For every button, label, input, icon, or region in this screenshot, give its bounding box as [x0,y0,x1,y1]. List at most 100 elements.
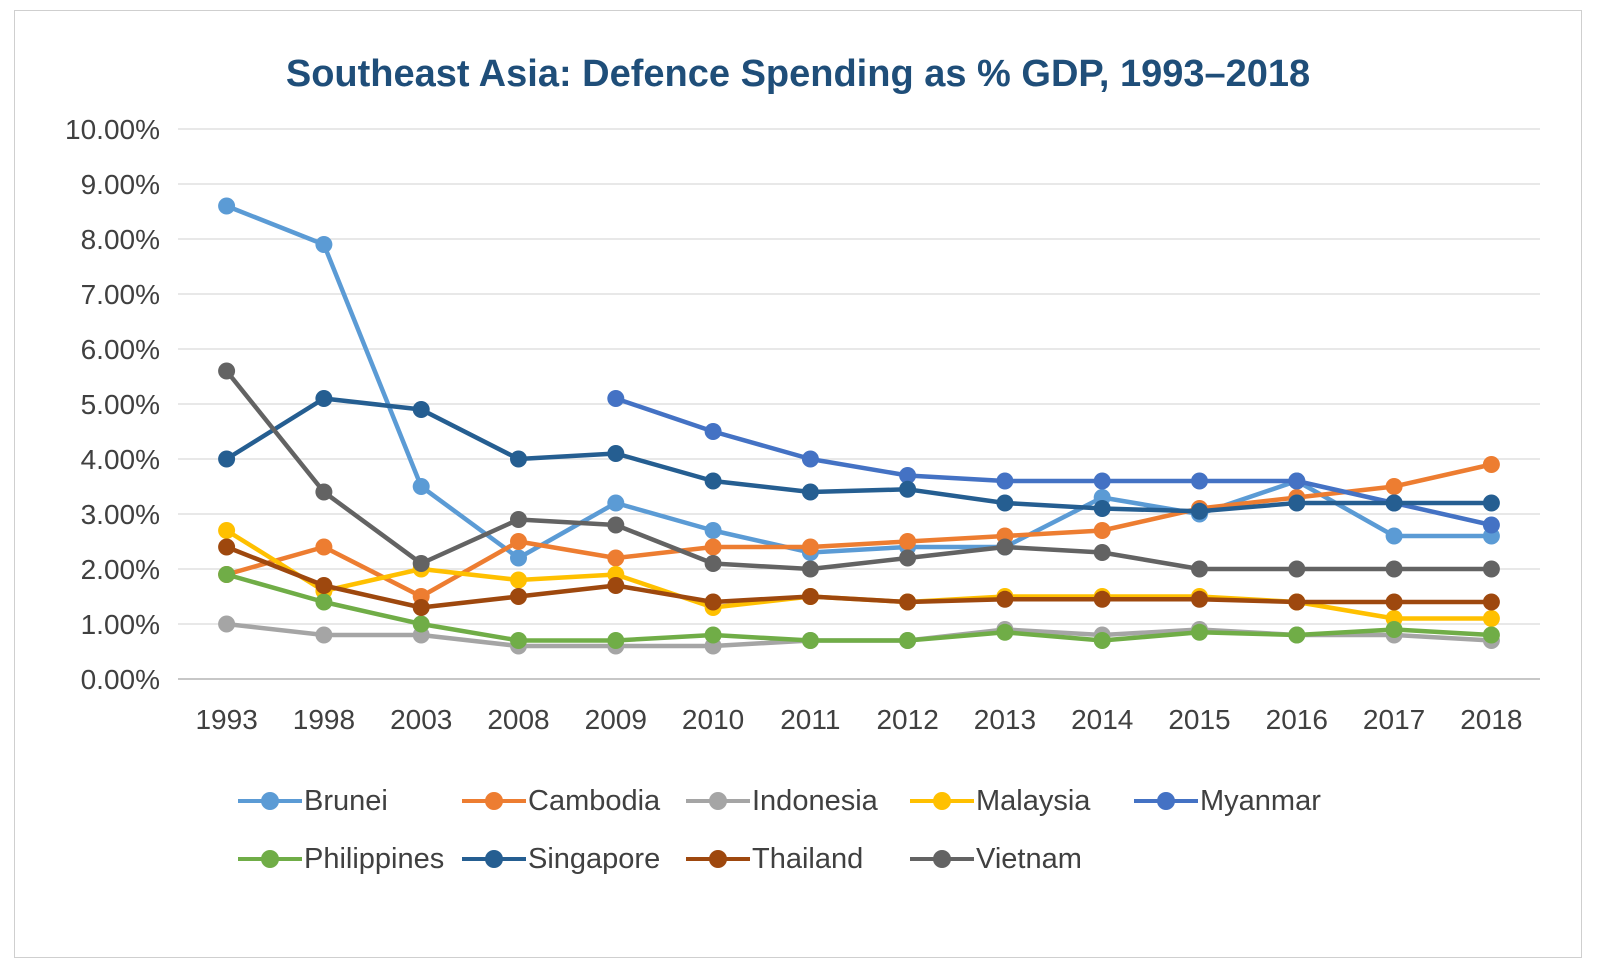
legend-item-cambodia: Cambodia [462,785,686,818]
data-point-philippines [1191,623,1208,641]
data-point-brunei [412,478,430,495]
legend-marker-icon [1134,792,1198,810]
data-point-singapore [899,480,917,498]
data-point-malaysia [1482,610,1500,627]
chart-frame: Southeast Asia: Defence Spending as % GD… [14,10,1582,958]
data-point-philippines [899,632,917,649]
data-point-myanmar [1191,472,1208,490]
data-point-singapore [1191,502,1208,520]
x-axis-label: 1993 [195,704,257,735]
legend-label: Philippines [304,842,445,875]
data-point-indonesia [315,626,333,644]
x-axis-label: 2012 [876,704,938,735]
legend-marker-icon [686,850,750,868]
data-point-thailand [899,593,917,611]
data-point-vietnam [996,538,1014,556]
data-point-singapore [1385,494,1403,512]
y-axis-label: 0.00% [81,664,160,695]
data-point-brunei [1385,527,1403,545]
data-point-philippines [510,632,527,649]
legend-label: Myanmar [1200,784,1321,817]
data-point-myanmar [801,450,819,468]
y-axis-label: 8.00% [81,224,160,255]
data-point-myanmar [996,472,1014,490]
data-point-cambodia [704,538,722,556]
data-point-philippines [1093,632,1111,649]
data-point-singapore [412,401,430,418]
legend-marker-icon [686,792,750,810]
y-axis-label: 2.00% [81,554,160,585]
y-axis-label: 6.00% [81,334,160,365]
data-point-singapore [607,445,625,462]
data-point-singapore [510,450,527,468]
data-point-philippines [1385,621,1403,638]
legend-label: Indonesia [752,784,878,817]
data-point-malaysia [510,571,527,589]
data-point-brunei [218,197,236,215]
x-axis-label: 2016 [1266,704,1328,735]
data-point-cambodia [607,549,625,567]
data-point-myanmar [1482,516,1500,534]
x-axis-label: 2010 [682,704,744,735]
y-axis-label: 3.00% [81,499,160,530]
x-axis-label: 2015 [1168,704,1230,735]
data-point-singapore [218,450,236,468]
data-point-vietnam [1482,560,1500,578]
data-point-myanmar [1093,472,1111,490]
y-axis-label: 5.00% [81,389,160,420]
data-point-cambodia [899,533,917,550]
legend-marker-icon [910,850,974,868]
data-point-vietnam [1191,560,1208,578]
data-point-singapore [996,494,1014,512]
data-point-philippines [607,632,625,649]
legend-label: Thailand [752,842,864,875]
x-axis-label: 2017 [1363,704,1425,735]
data-point-thailand [704,593,722,611]
data-point-philippines [801,632,819,649]
legend-item-myanmar: Myanmar [1134,785,1358,818]
legend-row: Brunei Cambodia Indonesia Malaysia Myanmar [238,772,1358,830]
y-axis-label: 1.00% [81,609,160,640]
data-point-thailand [996,590,1014,608]
legend-label: Cambodia [528,784,661,817]
data-point-philippines [1482,626,1500,644]
x-axis-label: 2018 [1460,704,1522,735]
y-axis-label: 4.00% [81,444,160,475]
data-point-singapore [1482,494,1500,512]
series-line-cambodia [224,462,1494,599]
data-point-vietnam [510,511,527,528]
legend-label: Vietnam [976,842,1082,875]
legend-item-thailand: Thailand [686,843,910,876]
data-point-cambodia [315,538,333,556]
line-chart: 10.00% 9.00% 8.00% 7.00% 6.00% 5.00% 4.00% 3.00… [65,114,1540,735]
legend-item-philippines: Philippines [238,843,462,876]
legend-item-malaysia: Malaysia [910,785,1134,818]
data-point-thailand [607,577,625,594]
data-point-vietnam [412,555,430,572]
legend-label: Brunei [304,784,388,817]
series-line-myanmar [613,396,1494,528]
data-point-vietnam [1288,560,1306,578]
data-point-myanmar [607,390,625,407]
data-point-cambodia [801,538,819,556]
data-point-philippines [315,593,333,611]
data-point-vietnam [801,560,819,578]
data-point-vietnam [315,483,333,501]
series-line-thailand [224,544,1494,610]
data-point-thailand [218,538,236,556]
data-point-thailand [801,588,819,605]
data-point-brunei [315,236,333,253]
x-axis-label: 2014 [1071,704,1133,735]
data-point-singapore [1093,500,1111,517]
data-point-thailand [1482,593,1500,611]
y-axis-label: 9.00% [81,169,160,200]
legend-marker-icon [238,792,302,810]
series-line-singapore [224,396,1494,514]
y-axis-label: 7.00% [81,279,160,310]
data-point-thailand [1093,590,1111,608]
data-point-singapore [315,390,333,407]
legend-row: Philippines Singapore Thailand Vietnam [238,830,1358,888]
data-point-vietnam [607,516,625,534]
data-point-vietnam [1093,544,1111,561]
data-point-thailand [315,577,333,594]
